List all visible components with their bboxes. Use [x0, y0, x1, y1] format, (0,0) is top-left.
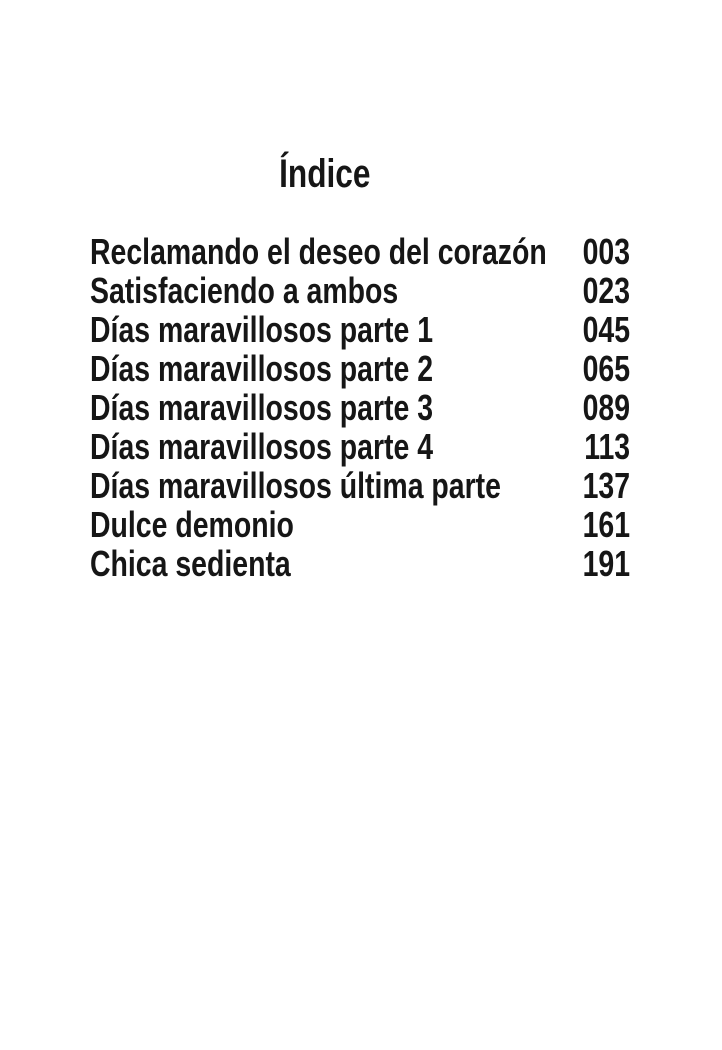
page-title-text: Índice: [279, 152, 371, 196]
page-title: Índice: [0, 152, 722, 196]
toc-row: Días maravillosos última parte 137: [90, 466, 630, 505]
toc-page-number: 137: [582, 465, 630, 506]
toc-item-title: Satisfaciendo a ambos: [90, 270, 399, 311]
toc-item-title: Días maravillosos parte 1: [90, 309, 434, 350]
toc-page-number: 191: [582, 543, 630, 584]
toc-row: Días maravillosos parte 4 113: [90, 427, 630, 466]
toc-row: Satisfaciendo a ambos 023: [90, 271, 630, 310]
toc-list: Reclamando el deseo del corazón 003 Sati…: [90, 232, 630, 583]
toc-page-number: 003: [582, 231, 630, 272]
toc-item-title: Reclamando el deseo del corazón: [90, 231, 547, 272]
toc-item-title: Días maravillosos parte 4: [90, 426, 434, 467]
toc-row: Chica sedienta 191: [90, 544, 630, 583]
toc-row: Reclamando el deseo del corazón 003: [90, 232, 630, 271]
toc-page-number: 065: [582, 348, 630, 389]
toc-item-title: Días maravillosos parte 3: [90, 387, 434, 428]
toc-page-number: 113: [584, 426, 630, 467]
toc-item-title: Días maravillosos última parte: [90, 465, 501, 506]
toc-page-number: 023: [582, 270, 630, 311]
toc-row: Días maravillosos parte 1 045: [90, 310, 630, 349]
toc-item-title: Chica sedienta: [90, 543, 291, 584]
toc-row: Dulce demonio 161: [90, 505, 630, 544]
toc-row: Días maravillosos parte 3 089: [90, 388, 630, 427]
toc-row: Días maravillosos parte 2 065: [90, 349, 630, 388]
toc-page-number: 089: [582, 387, 630, 428]
toc-page-number: 161: [582, 504, 630, 545]
toc-page-number: 045: [582, 309, 630, 350]
toc-item-title: Dulce demonio: [90, 504, 294, 545]
toc-item-title: Días maravillosos parte 2: [90, 348, 434, 389]
